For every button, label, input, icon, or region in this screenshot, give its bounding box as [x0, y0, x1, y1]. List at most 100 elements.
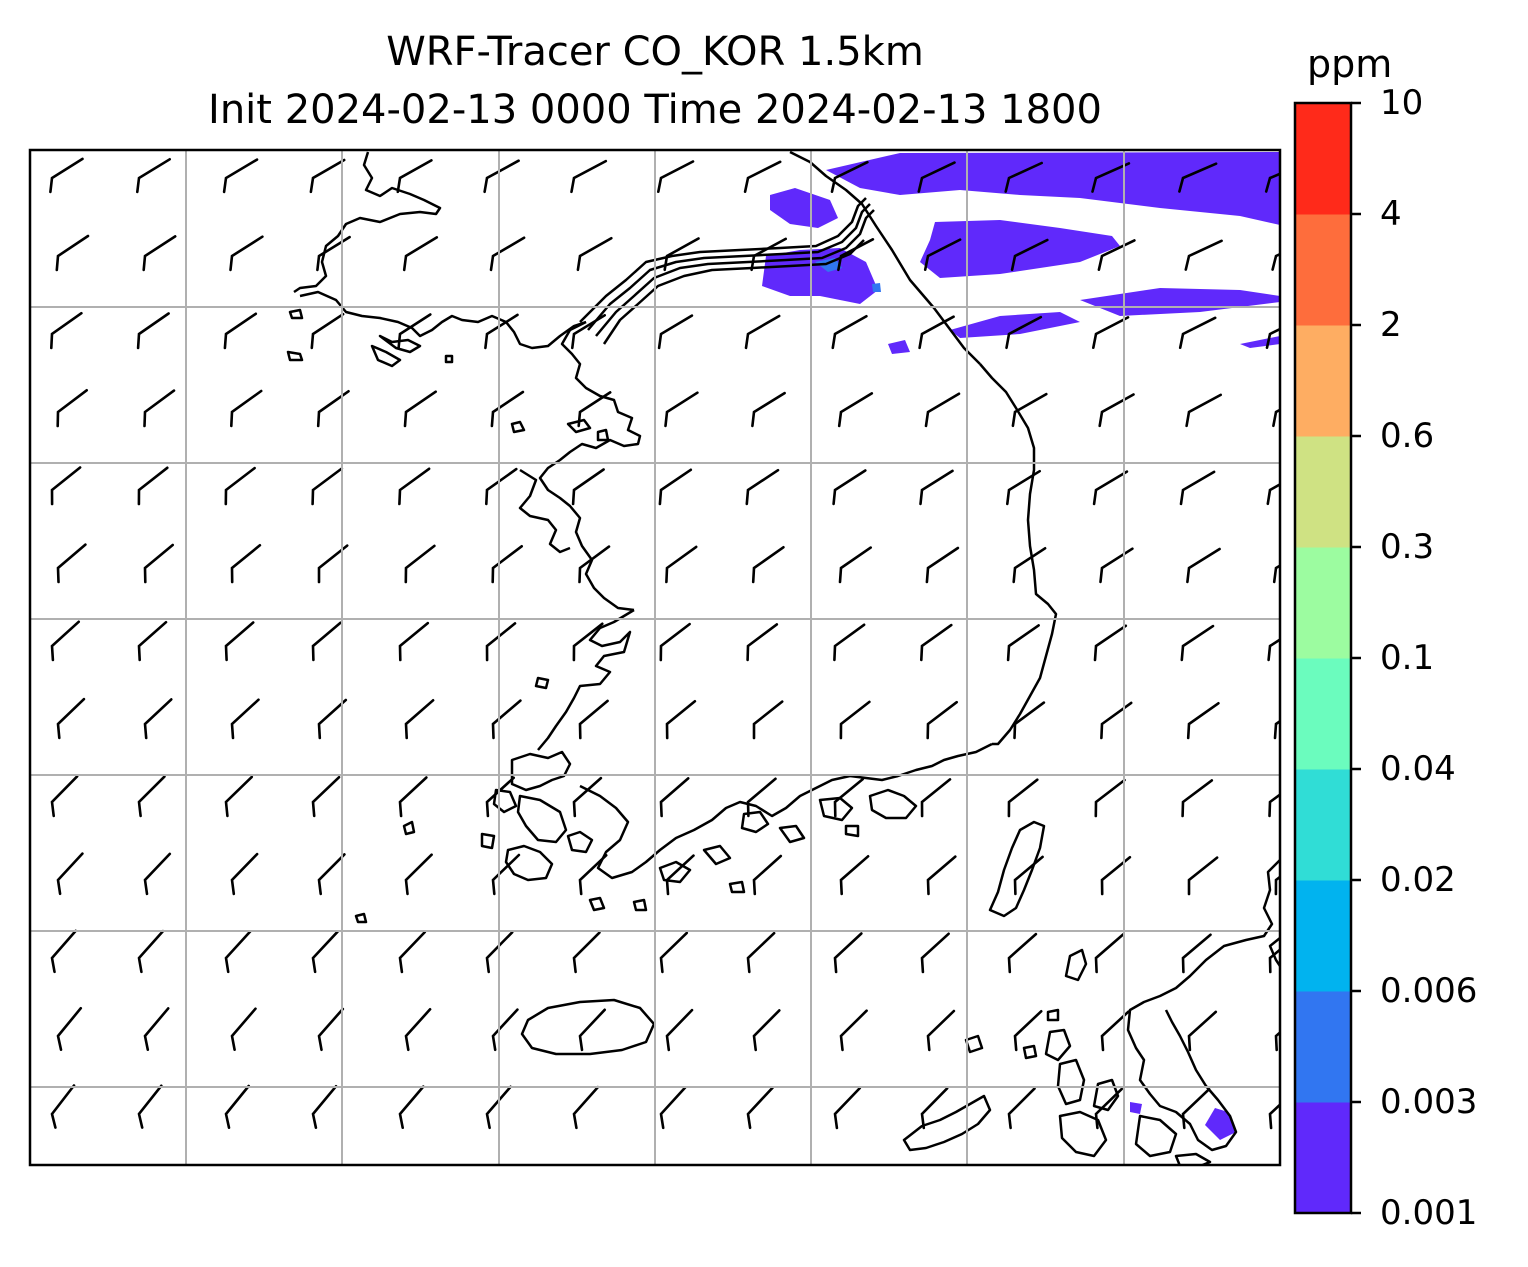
wind-barb-icon	[317, 544, 349, 584]
wind-barb-icon	[1268, 793, 1280, 818]
wind-barb-icon	[578, 545, 611, 584]
wind-barb-icon	[1006, 469, 1041, 506]
colorbar-frame	[1293, 101, 1353, 1215]
wind-barb-icon	[577, 391, 612, 428]
wind-barb-icon	[311, 467, 344, 506]
wind-barb-icon	[1007, 778, 1039, 818]
wind-barb-icon	[571, 314, 606, 350]
wind-barb-icon	[398, 621, 430, 662]
wind-barb-icon	[659, 1086, 687, 1130]
wind-barb-icon	[143, 1007, 170, 1051]
wind-barb-icon	[137, 466, 169, 506]
wind-barb-icon	[316, 235, 351, 272]
colorbar-tick-label: 0.003	[1380, 1082, 1478, 1122]
wind-barb-icon	[1098, 393, 1135, 428]
wind-barb-icon	[137, 1084, 163, 1129]
map-title-line2: Init 2024-02-13 0000 Time 2024-02-13 180…	[208, 87, 1102, 133]
wind-barb-icon	[837, 392, 874, 428]
wind-barb-icon	[483, 159, 520, 194]
wind-barb-icon	[1267, 638, 1280, 662]
wind-barb-icon	[1274, 1030, 1280, 1052]
wind-barb-icon	[56, 697, 86, 740]
wind-barb-icon	[136, 312, 170, 350]
wind-barb-icon	[137, 620, 168, 662]
wind-barb-icon	[489, 236, 526, 272]
wind-barb-icon	[1181, 1087, 1211, 1130]
wind-barb-icon	[659, 931, 689, 974]
wind-barb-icon	[833, 777, 865, 818]
wind-barb-icon	[316, 390, 350, 428]
wind-barb-icon	[926, 855, 957, 896]
wind-barb-icon	[137, 775, 166, 818]
colorbar-tick-label: 0.001	[1380, 1193, 1478, 1233]
colorbar-tick-label: 0.04	[1380, 749, 1456, 789]
colorbar	[1295, 101, 1361, 1215]
wind-barb-icon	[920, 932, 950, 974]
wind-barb-icon	[1094, 933, 1125, 974]
wind-barb-icon	[143, 543, 174, 584]
wind-barb-icon	[839, 700, 871, 740]
wind-barb-icon	[1092, 470, 1129, 506]
wind-barb-icon	[663, 237, 700, 272]
wind-barb-icon	[223, 312, 258, 350]
wind-barb-icon	[1186, 702, 1220, 740]
wind-barb-icon	[224, 466, 256, 506]
wind-barb-icon	[1011, 392, 1048, 428]
wind-barb-icon	[659, 777, 690, 818]
wind-barb-icon	[572, 931, 601, 974]
wind-barb-icon	[49, 157, 84, 194]
wind-barb-icon	[837, 238, 875, 272]
colorbar-tick-label: 4	[1380, 194, 1402, 234]
colorbar-tick-label: 10	[1380, 83, 1424, 123]
wind-barb-icon	[1273, 719, 1280, 740]
colorbar-segment	[1295, 325, 1351, 437]
wind-barb-icon	[137, 929, 165, 974]
wind-barb-icon	[1266, 482, 1280, 506]
wind-barb-icon	[752, 1009, 781, 1052]
wind-barb-icon	[485, 1085, 512, 1130]
wind-barb-icon	[578, 1008, 606, 1052]
wind-barb-icon	[1264, 172, 1280, 193]
wind-barb-icon	[1179, 470, 1216, 506]
wind-barb-icon	[55, 234, 90, 272]
wind-barb-icon	[1272, 408, 1280, 428]
wind-barb-icon	[1100, 701, 1133, 740]
wind-barb-icon	[136, 158, 171, 194]
wind-barb-icon	[1005, 315, 1043, 350]
wind-barb-icon	[50, 620, 80, 662]
wind-barb-icon	[50, 1084, 76, 1129]
wind-barb-icon	[1268, 1102, 1280, 1130]
wind-barb-icon	[665, 1008, 694, 1052]
wind-barb-icon	[224, 1084, 250, 1129]
wind-barb-icon	[926, 1009, 956, 1052]
tracer-plume	[762, 152, 1280, 1140]
wind-barb-icon	[1272, 564, 1280, 584]
wind-barb-icon	[1013, 855, 1044, 896]
wind-barb-icon	[750, 237, 787, 272]
wind-barb-icon	[311, 775, 341, 818]
wind-barb-icon	[1091, 162, 1131, 193]
wind-barb-icon	[920, 1087, 949, 1130]
wind-barb-icon	[50, 466, 82, 506]
wind-barb-icon	[1180, 624, 1215, 662]
wind-barb-icon	[657, 314, 694, 350]
wind-barb-icon	[404, 544, 436, 584]
wind-barb-icon	[398, 930, 427, 974]
wind-barb-icon	[485, 622, 517, 662]
wind-barb-icon	[1187, 856, 1219, 896]
wind-barb-icon	[664, 391, 699, 428]
colorbar-tick-label: 0.3	[1380, 527, 1435, 567]
wind-barb-icon	[571, 468, 605, 506]
map-title-line1: WRF-Tracer CO_KOR 1.5km	[386, 29, 924, 75]
wind-barb-icon	[920, 623, 953, 662]
colorbar-segment	[1295, 547, 1351, 659]
colorbar-segment	[1295, 658, 1351, 770]
tracer-plume-inner	[815, 258, 881, 292]
gridlines	[30, 150, 1280, 1165]
wind-barb-icon	[1186, 547, 1221, 584]
wind-barb-icon	[746, 931, 776, 974]
wind-barb-icon	[50, 929, 77, 974]
wind-barb-icon	[659, 622, 691, 662]
wind-barb-icon	[56, 1006, 83, 1051]
